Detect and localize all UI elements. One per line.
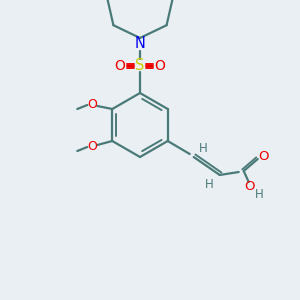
Text: O: O (154, 59, 165, 73)
Text: H: H (199, 142, 208, 154)
Text: O: O (115, 59, 125, 73)
Text: H: H (205, 178, 214, 190)
Text: N: N (135, 37, 146, 52)
Text: O: O (244, 181, 255, 194)
Text: O: O (259, 151, 269, 164)
Text: S: S (135, 58, 145, 74)
Text: O: O (87, 98, 97, 112)
Text: O: O (87, 140, 97, 154)
Text: H: H (255, 188, 264, 202)
